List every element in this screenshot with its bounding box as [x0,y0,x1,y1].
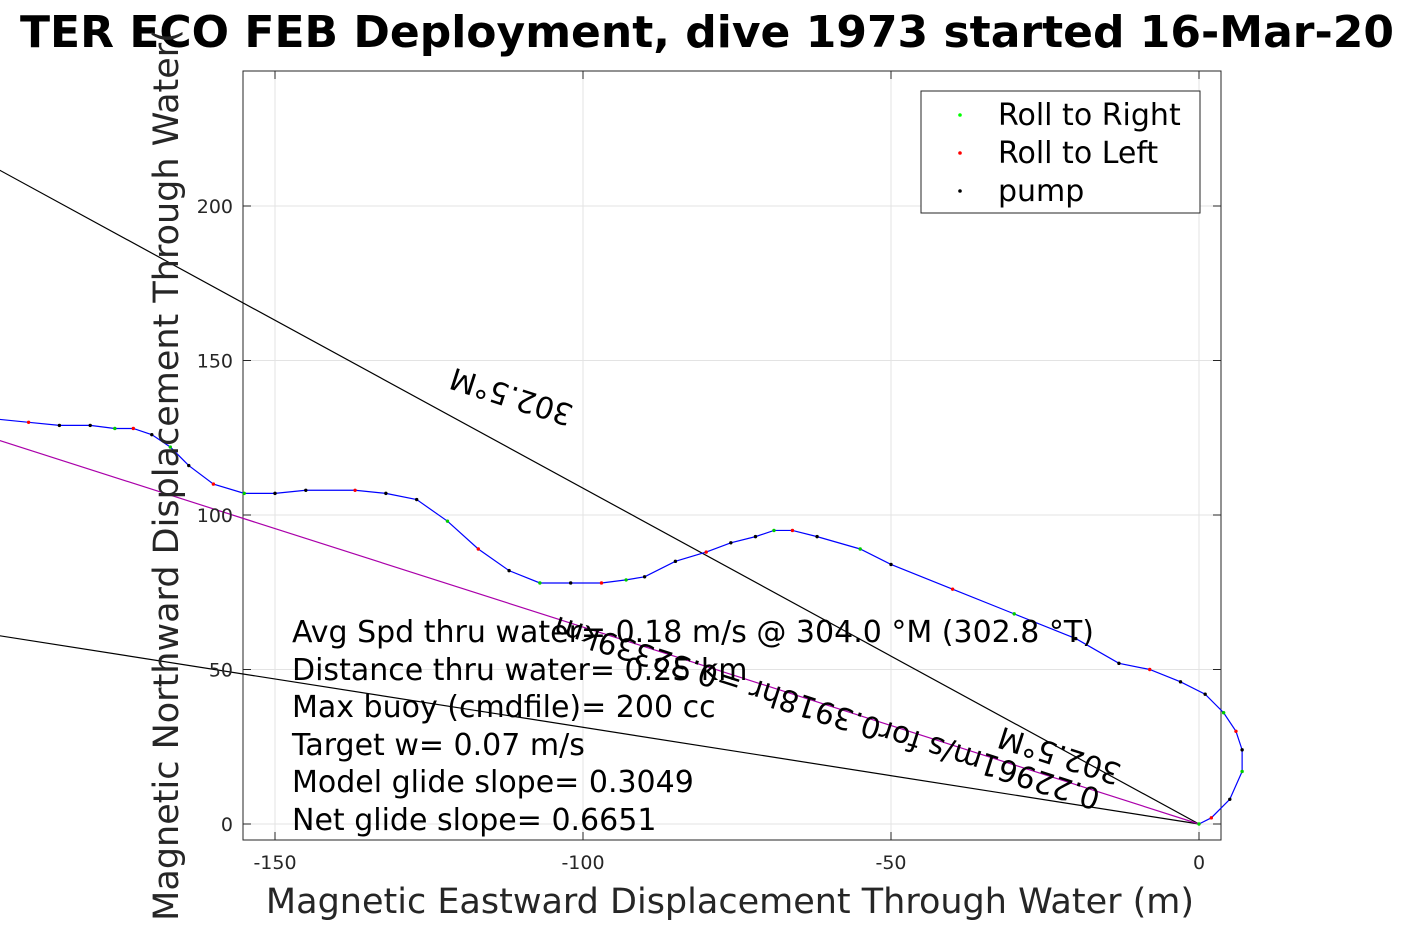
track-point [1209,816,1214,820]
reference-line [0,169,1200,825]
x-tick-label: -100 [561,852,604,874]
legend: Roll to Right Roll to Left pump [920,90,1201,214]
track-point [950,587,955,591]
annotation-max-buoy: Max buoy (cmdfile)= 200 cc [292,690,716,725]
y-tick-label: 150 [197,351,233,373]
track-point [624,578,628,582]
track-point [150,432,154,437]
track-point [1221,711,1226,715]
track-point [1178,680,1183,684]
x-axis-label: Magnetic Eastward Displacement Through W… [266,882,1194,922]
legend-label-pump: pump [998,174,1084,209]
track-point [889,562,893,567]
track-point [414,497,419,502]
track-point [113,426,117,431]
track-point [26,420,31,424]
track-point [384,491,388,496]
legend-marker-roll-left [958,151,962,155]
x-tick-label: 0 [1193,852,1205,874]
annotation-distance: Distance thru water= 0.25 km [292,653,747,688]
track-point [507,568,511,573]
track-point [1148,667,1152,672]
track-point [1074,636,1078,641]
y-tick-label: 200 [197,196,233,218]
displacement-track [0,418,1244,826]
track-point [1228,797,1232,801]
legend-marker-roll-right [958,113,962,117]
track-point [1240,769,1244,774]
annotation-avg-speed: Avg Spd thru water= 0.18 m/s @ 304.0 °M … [292,615,1094,650]
track-point [673,559,678,564]
track-point [753,534,758,539]
track-point [642,575,647,579]
track-point [1234,729,1238,733]
x-tick-label: -50 [875,852,906,874]
y-axis-label: Magnetic Northward Displacement Through … [147,29,187,921]
track-line [0,418,1243,825]
track-point [538,581,542,585]
reference-line [0,440,1200,825]
annotation-target-w: Target w= 0.07 m/s [291,728,585,763]
track-point [772,528,776,533]
track-point [1197,822,1201,826]
track-point [815,534,819,539]
track-point [211,482,216,486]
legend-label-roll-left: Roll to Left [998,136,1158,171]
track-point [729,541,733,545]
track-point [599,581,604,585]
track-point [1203,692,1207,696]
annotation-net-glide: Net glide slope= 0.6651 [292,803,656,838]
x-tick-label: -150 [253,852,296,874]
chart-title: TER ECO FEB Deployment, dive 1973 starte… [20,7,1394,58]
track-point [88,423,92,428]
track-point [790,528,795,533]
track-point [242,491,246,496]
track-point [304,488,308,492]
legend-box [920,90,1201,214]
track-point [1012,612,1016,616]
track-point [445,519,450,523]
reference-line [0,635,1200,825]
track-point [273,491,277,496]
track-point [1240,748,1244,752]
track-point [353,488,357,492]
legend-label-roll-right: Roll to Right [998,98,1181,133]
track-point [187,463,191,468]
track-point [57,423,62,428]
annotation-model-glide: Model glide slope= 0.3049 [292,765,694,800]
track-point [704,550,708,554]
y-tick-label: 50 [209,660,233,682]
y-tick-label: 100 [197,505,233,527]
legend-marker-pump [958,189,962,193]
track-point [858,547,862,551]
track-point [131,426,136,431]
track-point [1117,661,1121,666]
track-point [168,445,172,449]
track-point [568,581,573,585]
track-point [476,547,480,551]
y-tick-label: 0 [221,814,233,836]
reference-lines [0,169,1200,825]
